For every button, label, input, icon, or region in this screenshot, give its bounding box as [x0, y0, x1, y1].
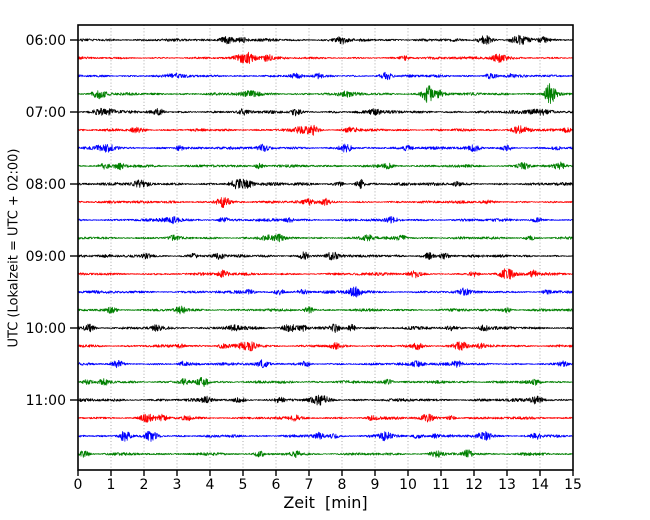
trace-11:15 — [77, 413, 574, 423]
trace-08:15 — [77, 197, 574, 209]
x-tick-label: 13 — [498, 477, 516, 493]
trace-10:15 — [77, 341, 574, 352]
trace-06:15 — [77, 51, 574, 64]
x-tick-label: 3 — [173, 477, 182, 493]
y-tick-label: 11:00 — [26, 393, 66, 409]
x-tick-label: 10 — [399, 477, 417, 493]
trace-10:45 — [77, 376, 574, 388]
trace-07:15 — [77, 124, 574, 136]
trace-08:45 — [77, 233, 574, 243]
x-tick-label: 12 — [465, 477, 483, 493]
trace-10:00 — [77, 323, 574, 334]
x-tick-label: 11 — [432, 477, 450, 493]
trace-09:15 — [77, 268, 574, 280]
trace-09:30 — [77, 286, 574, 298]
x-tick-label: 1 — [107, 477, 116, 493]
x-tick-label: 0 — [74, 477, 83, 493]
y-tick-label: 10:00 — [26, 321, 66, 337]
trace-06:45 — [77, 83, 574, 104]
y-tick-label: 09:00 — [26, 249, 66, 265]
x-tick-label: 4 — [206, 477, 215, 493]
axes-frame — [77, 24, 574, 471]
trace-08:30 — [77, 216, 574, 225]
trace-08:00 — [77, 178, 574, 190]
trace-07:45 — [77, 161, 574, 171]
y-tick-label: 08:00 — [26, 177, 66, 193]
x-tick-label: 8 — [338, 477, 347, 493]
x-tick-label: 9 — [371, 477, 380, 493]
trace-09:00 — [77, 251, 574, 261]
x-tick-label: 6 — [272, 477, 281, 493]
trace-10:30 — [77, 359, 574, 369]
x-tick-label: 15 — [564, 477, 582, 493]
x-axis-ticks: 0 1 2 3 4 5 6 7 8 9 10 11 12 13 14 15 — [74, 470, 582, 493]
y-axis-title-text: UTC (Lokalzeit = UTC + 02:00) — [6, 148, 22, 348]
y-tick-label: 06:00 — [26, 33, 66, 49]
minute-gridlines — [110, 25, 541, 470]
trace-11:00 — [77, 394, 574, 406]
trace-11:45 — [77, 449, 574, 459]
x-tick-label: 14 — [531, 477, 549, 493]
trace-06:30 — [77, 71, 574, 81]
x-tick-label: 7 — [305, 477, 314, 493]
trace-09:45 — [77, 305, 574, 315]
traces — [77, 34, 574, 459]
trace-07:00 — [77, 107, 574, 117]
trace-11:30 — [77, 430, 574, 442]
x-tick-label: 5 — [239, 477, 248, 493]
y-axis-ticks: 06:00 07:00 08:00 09:00 10:00 11:00 — [26, 33, 78, 409]
trace-07:30 — [77, 143, 574, 153]
x-tick-label: 2 — [140, 477, 149, 493]
x-axis-title: Zeit [min] — [283, 493, 368, 512]
trace-06:00 — [77, 34, 574, 45]
y-tick-label: 07:00 — [26, 105, 66, 121]
